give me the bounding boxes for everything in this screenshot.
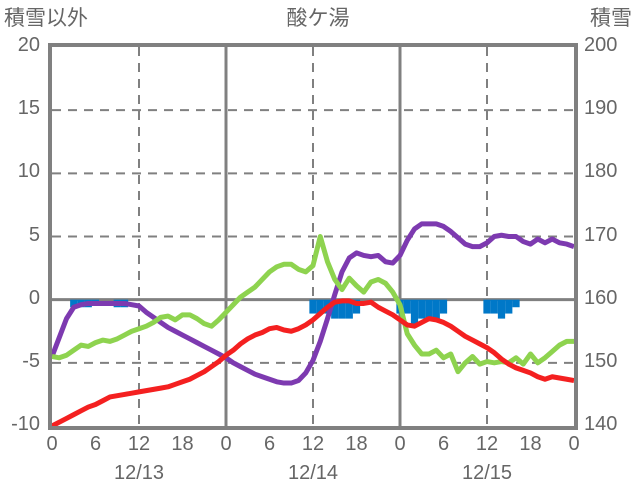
right-tick-170: 170 xyxy=(584,223,618,246)
left-tick-5: 5 xyxy=(28,223,40,246)
x-tick-6: 12 xyxy=(301,433,325,455)
day-label-12-14: 12/14 xyxy=(287,462,339,484)
precip-bar-37 xyxy=(316,299,324,314)
series-line-air-temp-red xyxy=(52,298,574,426)
precip-bar-53 xyxy=(432,299,440,319)
right-axis-title: 積雪 xyxy=(590,7,632,30)
x-tick-11: 18 xyxy=(519,433,542,455)
precip-bar-52 xyxy=(425,299,433,319)
day-label-12-13: 12/13 xyxy=(113,462,165,484)
precip-bar-64 xyxy=(512,299,520,308)
precip-bar-42 xyxy=(352,299,361,314)
right-tick-190: 190 xyxy=(584,97,618,120)
precip-bar-51 xyxy=(418,299,426,319)
right-tick-150: 150 xyxy=(584,349,618,372)
x-tick-1: 6 xyxy=(89,433,102,455)
x-tick-3: 18 xyxy=(171,433,194,455)
x-tick-2: 12 xyxy=(127,433,151,455)
precip-bar-61 xyxy=(490,299,498,314)
left-tick-10: 10 xyxy=(17,160,40,183)
precip-bar-36 xyxy=(309,299,317,314)
x-tick-4: 0 xyxy=(220,433,232,455)
chart-title: 酸ケ湯 xyxy=(286,7,350,30)
plot-area xyxy=(48,43,578,430)
left-axis-title: 積雪以外 xyxy=(4,7,88,30)
x-tick-12: 0 xyxy=(568,433,580,455)
x-tick-0: 0 xyxy=(46,433,58,455)
right-tick-160: 160 xyxy=(584,286,618,309)
precip-bar-54 xyxy=(439,299,448,314)
right-tick-140: 140 xyxy=(584,413,618,435)
left-tick--10: -10 xyxy=(11,413,40,435)
series-line-ground-temp-green xyxy=(52,234,574,375)
precip-bar-50 xyxy=(410,299,419,325)
precip-bar-62 xyxy=(497,299,506,319)
precip-bar-49 xyxy=(403,299,411,314)
precip-bar-41 xyxy=(345,299,353,319)
left-tick-20: 20 xyxy=(17,34,40,56)
left-tick--5: -5 xyxy=(22,349,40,372)
left-tick-15: 15 xyxy=(17,97,40,120)
right-tick-200: 200 xyxy=(584,34,618,56)
x-tick-5: 6 xyxy=(263,433,276,455)
x-tick-7: 18 xyxy=(345,433,368,455)
precip-bar-63 xyxy=(505,299,513,314)
series-line-snow-depth-purple xyxy=(52,221,574,386)
chart-plot-svg xyxy=(52,47,574,426)
x-tick-9: 6 xyxy=(437,433,450,455)
precip-bar-3 xyxy=(70,299,78,308)
x-tick-10: 12 xyxy=(475,433,499,455)
x-tick-8: 0 xyxy=(394,433,406,455)
precip-bar-60 xyxy=(483,299,491,314)
precip-bar-39 xyxy=(331,299,339,319)
left-tick-0: 0 xyxy=(28,286,40,309)
day-label-12-15: 12/15 xyxy=(461,462,513,484)
precip-bar-40 xyxy=(338,299,346,319)
right-tick-180: 180 xyxy=(584,160,618,183)
